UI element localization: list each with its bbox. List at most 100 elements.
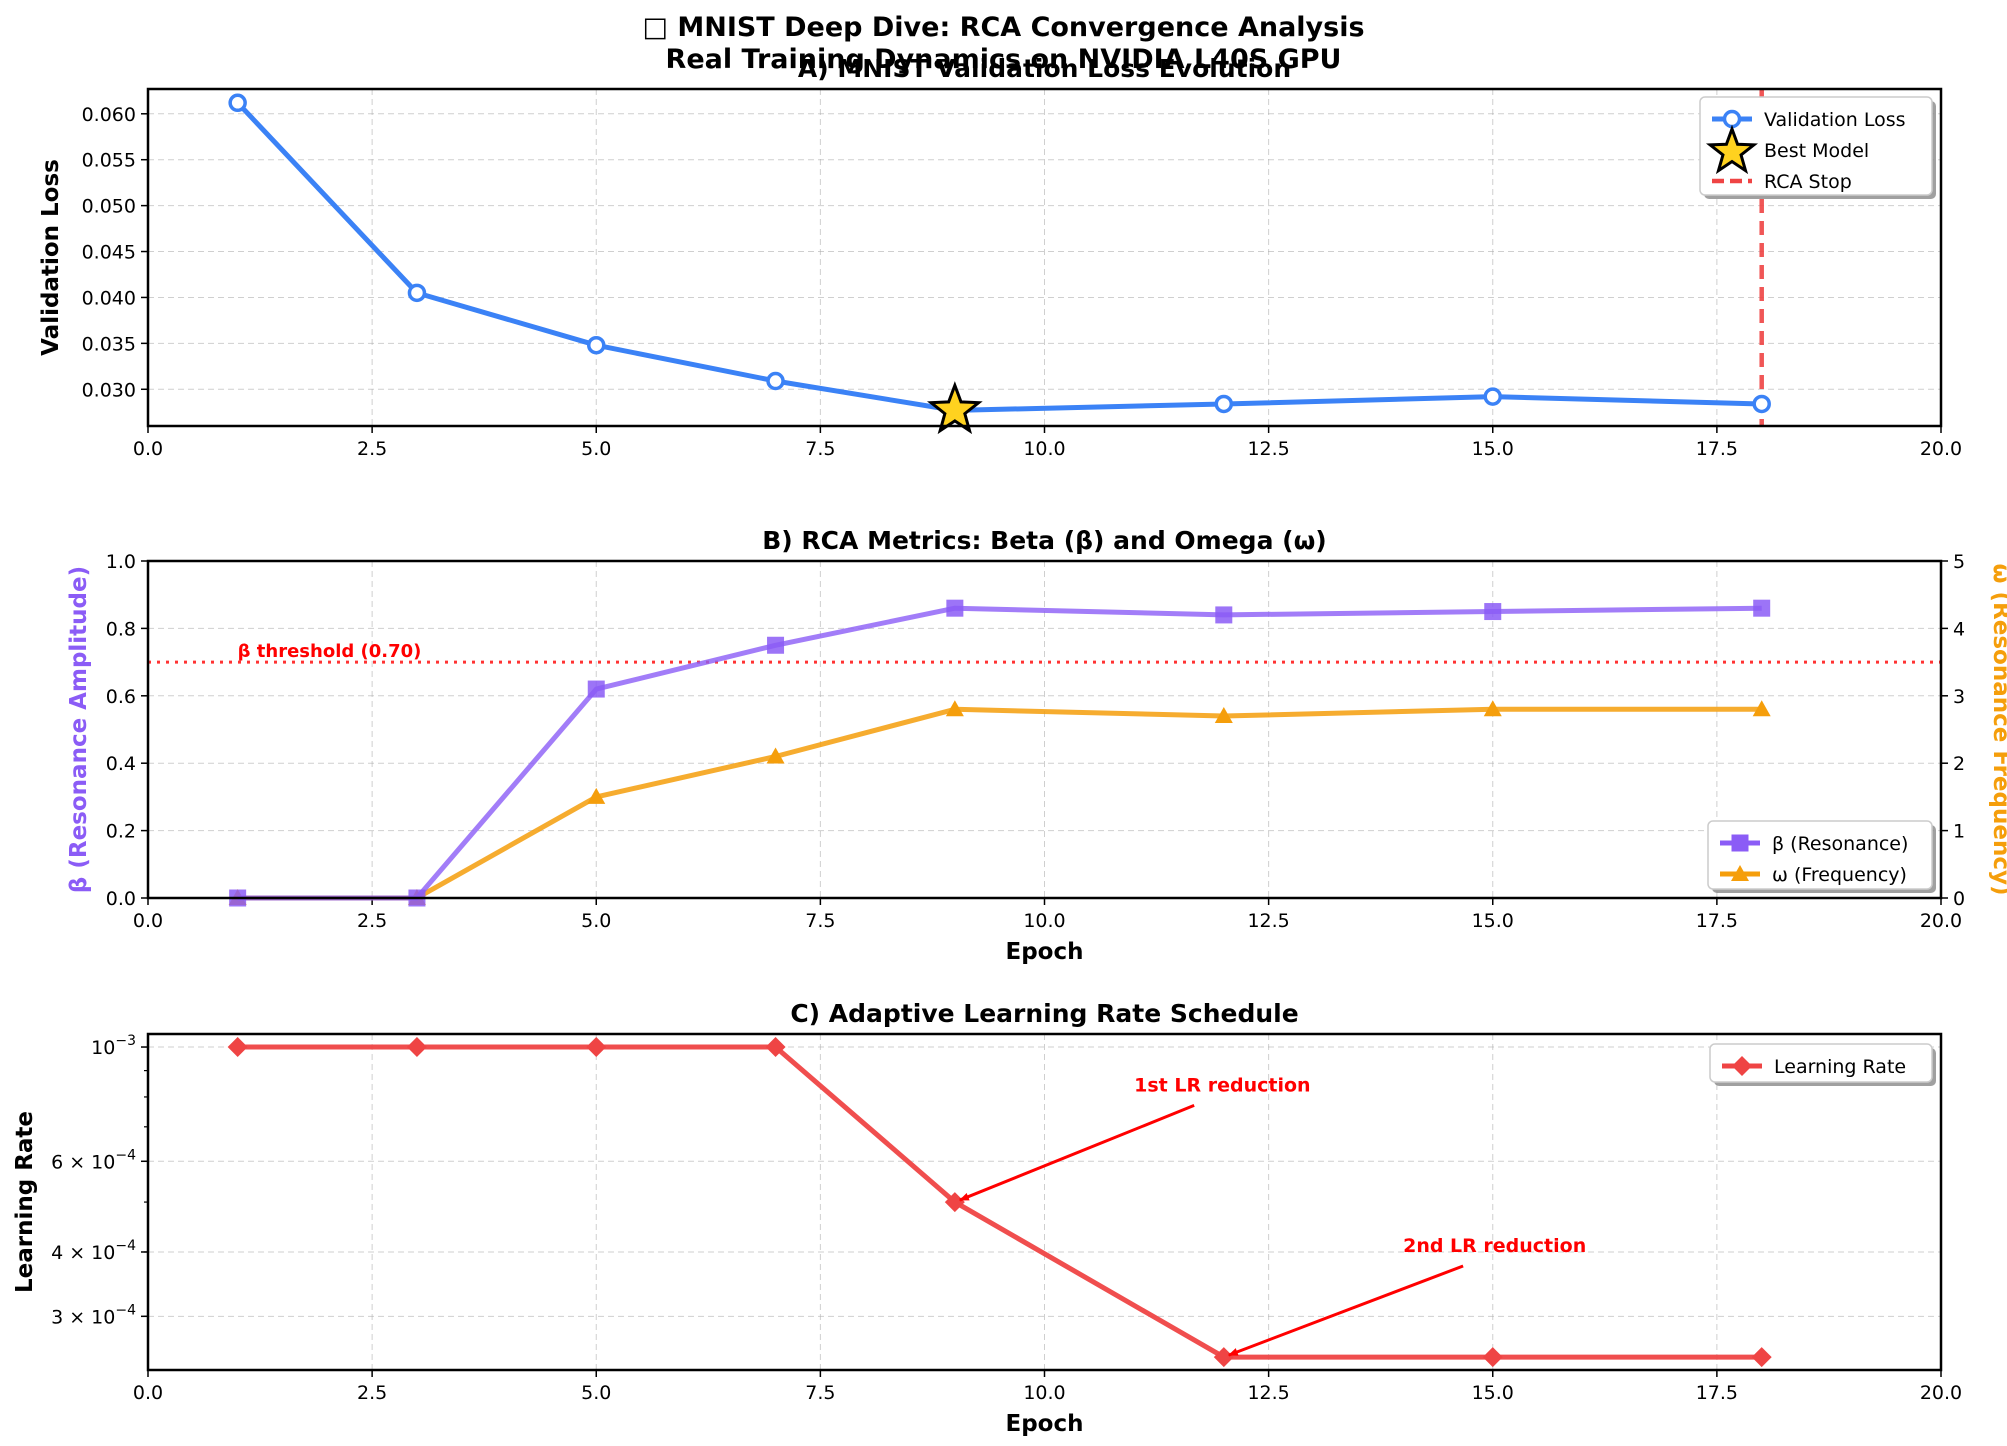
y-tick-label: 0.0	[106, 888, 136, 910]
beta-point	[1753, 599, 1771, 617]
figure-title-line-2: Real Training Dynamics on NVIDIA L40S GP…	[665, 44, 1342, 75]
panel-title: C) Adaptive Learning Rate Schedule	[790, 999, 1298, 1028]
x-tick-label: 2.5	[357, 1382, 387, 1404]
y-tick-label: 4 × 10−4	[51, 1238, 136, 1264]
x-axis-label: Epoch	[1006, 1411, 1084, 1437]
lr-annotation-label: 1st LR reduction	[1134, 1074, 1310, 1096]
legend-marker-validation-loss	[1722, 109, 1742, 129]
beta-point	[1484, 603, 1502, 621]
legend-box	[1707, 820, 1933, 890]
panel-title: B) RCA Metrics: Beta (β) and Omega (ω)	[762, 526, 1326, 555]
y-tick-label-base: 6 × 10	[51, 1151, 115, 1173]
x-tick-label: 12.5	[1247, 438, 1289, 460]
y-tick-label-base: 10	[91, 1037, 115, 1059]
legend-box	[1699, 96, 1933, 196]
validation-loss-point	[1483, 387, 1502, 406]
x-tick-label: 20.0	[1920, 438, 1962, 460]
y-right-tick-label: 4	[1953, 618, 1965, 640]
validation-loss-point	[1214, 394, 1234, 414]
y-tick-label-exponent: −4	[115, 1302, 136, 1318]
learning-rate-point	[406, 1037, 427, 1058]
panel-title: A) MNIST Validation Loss Evolution	[798, 54, 1291, 83]
legend-marker-learning-rate	[1732, 1056, 1752, 1076]
omega-point	[587, 787, 606, 804]
beta-line	[237, 605, 1762, 901]
lr-annotation-label: 2nd LR reduction	[1403, 1235, 1586, 1257]
x-tick-label: 17.5	[1696, 910, 1738, 932]
omega-point	[1752, 700, 1771, 717]
x-tick-label: 20.0	[1920, 1382, 1962, 1404]
x-tick-label: 7.5	[805, 438, 835, 460]
beta-point	[1215, 606, 1233, 624]
validation-loss-point	[587, 335, 606, 355]
x-tick-label: 10.0	[1023, 1382, 1065, 1404]
omega-point	[1483, 700, 1502, 717]
x-tick-label: 5.0	[581, 438, 611, 460]
legend-entry: ω (Frequency)	[1720, 864, 1907, 886]
legend-entry: Learning Rate	[1722, 1056, 1906, 1078]
x-tick-label: 15.0	[1472, 910, 1514, 932]
y-tick-label: 0.035	[82, 333, 136, 355]
beta-point	[946, 599, 964, 617]
y-right-tick-label: 2	[1953, 753, 1965, 775]
y-axis-label: Validation Loss	[38, 159, 64, 356]
legend-entry: Validation Loss	[1712, 109, 1906, 131]
x-tick-label: 2.5	[357, 910, 387, 932]
x-tick-label: 17.5	[1696, 438, 1738, 460]
x-tick-label: 20.0	[1920, 910, 1962, 932]
legend-marker-omega	[1731, 865, 1749, 881]
learning-rate-point	[227, 1037, 248, 1058]
legend-label: Learning Rate	[1774, 1056, 1906, 1078]
y-right-tick-label: 0	[1953, 888, 1965, 910]
legend-label: Best Model	[1764, 140, 1869, 162]
legend-entry: β (Resonance)	[1720, 833, 1908, 855]
x-tick-label: 5.0	[581, 910, 611, 932]
x-tick-label: 0.0	[133, 438, 163, 460]
y-tick-label: 1.0	[106, 551, 136, 573]
y-right-tick-label: 3	[1953, 686, 1965, 708]
beta-point	[767, 636, 785, 654]
figure-title-line-1: □ MNIST Deep Dive: RCA Convergence Analy…	[642, 12, 1365, 43]
x-tick-label: 10.0	[1023, 910, 1065, 932]
plot-frame	[146, 87, 1943, 428]
legend-label: RCA Stop	[1764, 171, 1852, 193]
validation-loss-point	[1752, 394, 1771, 414]
omega-point	[1214, 707, 1233, 724]
legend-entry: Best Model	[1705, 124, 1869, 175]
validation-loss-point	[228, 93, 247, 113]
y-tick-label-exponent: −4	[115, 1147, 136, 1163]
legend-marker-best-model	[1705, 124, 1759, 175]
y-axis-label-beta: β (Resonance Amplitude)	[66, 566, 92, 893]
x-tick-label: 0.0	[133, 910, 163, 932]
y-axis-label: Learning Rate	[12, 1111, 38, 1293]
x-tick-label: 15.0	[1472, 438, 1514, 460]
x-tick-label: 7.5	[805, 910, 835, 932]
x-tick-label: 15.0	[1472, 1382, 1514, 1404]
y-tick-label-exponent: −4	[115, 1238, 136, 1254]
x-tick-label: 7.5	[805, 1382, 835, 1404]
y-tick-label: 0.050	[82, 196, 136, 218]
y-right-tick-label: 5	[1953, 551, 1965, 573]
legend-label: β (Resonance)	[1772, 833, 1908, 855]
y-right-tick-label: 1	[1953, 821, 1965, 843]
beta-threshold-label: β threshold (0.70)	[238, 641, 422, 662]
y-tick-label: 0.040	[82, 287, 136, 309]
x-axis-label: Epoch	[1006, 939, 1084, 965]
y-tick-label: 3 × 10−4	[51, 1302, 136, 1328]
validation-loss-point	[407, 283, 427, 303]
y-tick-label: 0.2	[106, 821, 136, 843]
x-tick-label: 17.5	[1696, 1382, 1738, 1404]
y-tick-label-base: 4 × 10	[51, 1242, 115, 1264]
y-axis-label-omega: ω (Resonance Frequency)	[1988, 564, 2007, 896]
beta-point	[587, 680, 605, 698]
legend-label: ω (Frequency)	[1772, 864, 1907, 886]
omega-line	[237, 706, 1762, 901]
learning-rate-point	[1213, 1347, 1234, 1368]
legend-marker-beta	[1731, 834, 1749, 852]
y-tick-label: 0.055	[82, 150, 136, 172]
panel-a-validation-loss: 0.030 0.035 0.040 0.045 0.050 0.055 0.060 0.0 2.…	[38, 54, 1962, 460]
y-tick-label-exponent: −3	[115, 1033, 136, 1049]
learning-rate-point	[1482, 1347, 1503, 1368]
y-tick-label: 0.6	[106, 686, 136, 708]
